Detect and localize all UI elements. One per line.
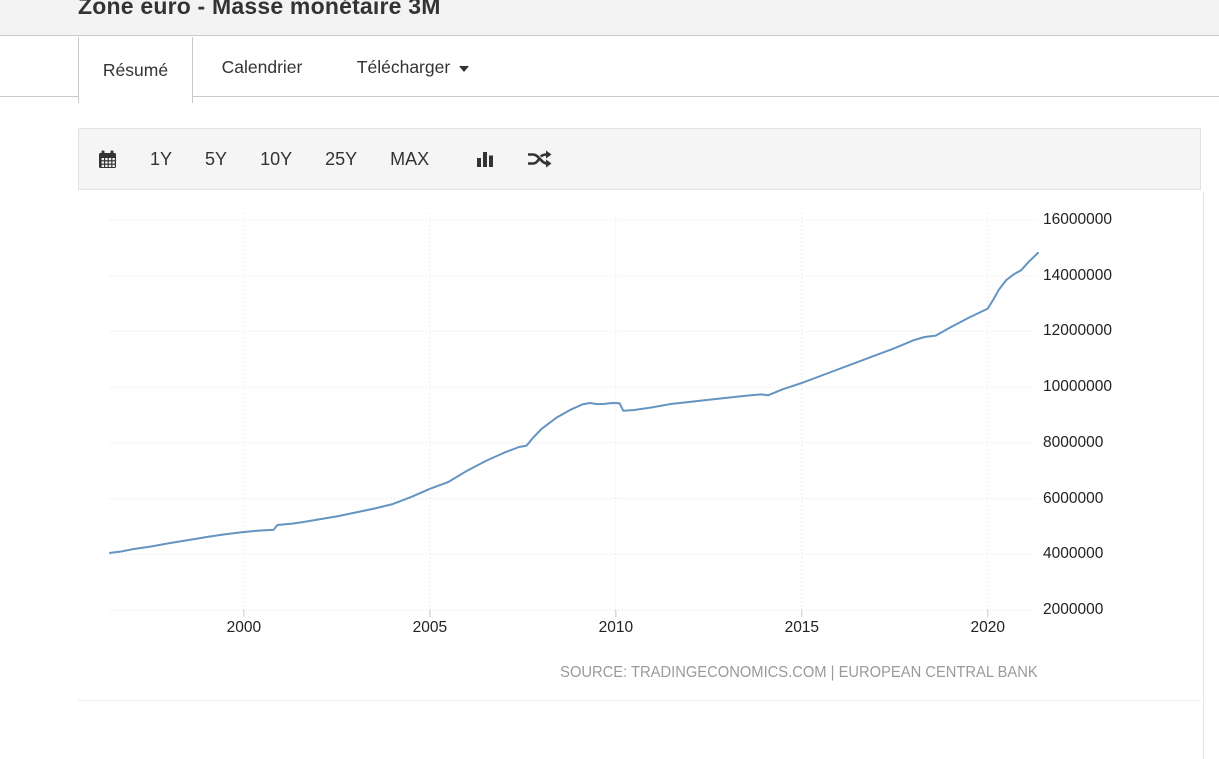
range-button-10y[interactable]: 10Y	[260, 148, 293, 169]
tab-resume[interactable]: Résumé	[78, 37, 193, 103]
bottom-divider	[78, 700, 1201, 701]
y-axis-label: 16000000	[1043, 211, 1112, 228]
tab-resume-label: Résumé	[102, 59, 169, 80]
x-axis-label: 2010	[598, 619, 634, 636]
shuffle-icon[interactable]	[526, 149, 552, 169]
chart-container	[0, 192, 1219, 712]
series-line-masse-monetaire	[109, 251, 1039, 554]
range-button-1y[interactable]: 1Y	[150, 148, 173, 169]
y-axis-label: 4000000	[1043, 545, 1104, 563]
y-axis-label: 8000000	[1043, 433, 1104, 451]
x-axis-label: 2015	[784, 619, 820, 636]
chart-plot-area[interactable]	[110, 213, 1038, 610]
tab-telecharger-label: Télécharger	[356, 56, 451, 77]
tab-calendrier-label: Calendrier	[221, 56, 303, 77]
range-button-group: 1Y 5Y 10Y 25Y MAX	[149, 147, 461, 172]
page-title: Zone euro - Masse monétaire 3M	[78, 0, 441, 19]
range-button-25y[interactable]: 25Y	[325, 148, 358, 169]
tab-calendrier[interactable]: Calendrier	[194, 37, 330, 97]
page-title-band: Zone euro - Masse monétaire 3M	[0, 0, 1219, 36]
bar-chart-icon[interactable]	[475, 149, 495, 169]
y-axis-label: 12000000	[1043, 322, 1112, 340]
y-axis-label: 10000000	[1043, 378, 1112, 396]
chevron-down-icon	[459, 65, 470, 72]
y-axis-label: 2000000	[1043, 601, 1104, 618]
y-axis-label: 14000000	[1043, 266, 1112, 284]
calendar-icon[interactable]	[97, 149, 118, 170]
x-axis-label: 2000	[226, 619, 262, 636]
y-axis-label: 6000000	[1043, 489, 1104, 507]
tab-telecharger[interactable]: Télécharger	[330, 37, 496, 97]
chart-toolbar: 1Y 5Y 10Y 25Y MAX	[78, 128, 1201, 190]
panel-right-border	[1203, 192, 1204, 759]
range-button-max[interactable]: MAX	[390, 148, 430, 169]
range-button-5y[interactable]: 5Y	[205, 148, 228, 169]
source-attribution: SOURCE: TRADINGECONOMICS.COM | EUROPEAN …	[560, 664, 1038, 681]
x-axis-label: 2020	[970, 619, 1006, 636]
tab-strip: Résumé Calendrier Télécharger	[0, 37, 1219, 103]
money-supply-line-chart	[109, 213, 1039, 617]
x-axis-label: 2005	[412, 619, 448, 636]
